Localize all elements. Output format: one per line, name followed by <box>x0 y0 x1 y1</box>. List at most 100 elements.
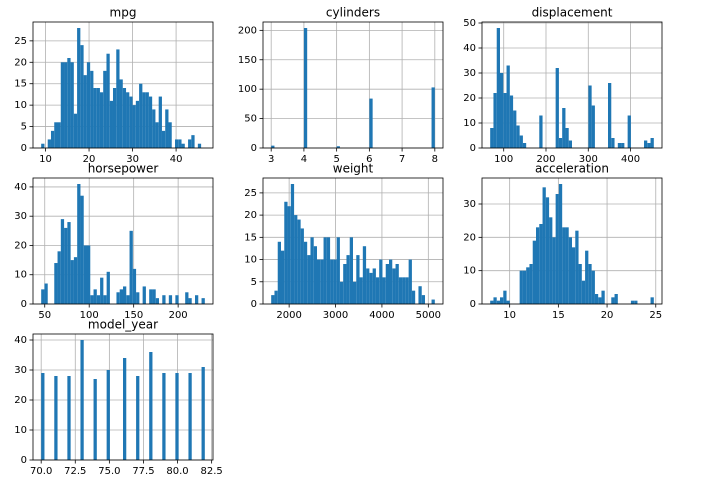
bar <box>67 222 71 304</box>
bar <box>297 219 301 304</box>
bar <box>496 300 500 304</box>
bar <box>379 259 383 304</box>
bar <box>185 292 189 304</box>
bar <box>591 105 595 148</box>
bar <box>54 263 58 304</box>
bar <box>90 295 94 304</box>
bar <box>542 187 546 304</box>
bar <box>152 289 156 304</box>
y-tick-label: 0 <box>21 299 27 310</box>
bar <box>129 96 133 148</box>
bar <box>112 88 117 148</box>
y-tick-label: 25 <box>244 188 257 199</box>
subplot-title: weight <box>333 162 374 176</box>
x-tick-label: 72.5 <box>64 466 86 477</box>
bar <box>145 92 149 148</box>
x-tick-label: 3000 <box>323 310 348 321</box>
bar <box>123 286 127 304</box>
x-tick-label: 15 <box>552 310 565 321</box>
bar <box>162 295 166 304</box>
bar <box>64 62 68 148</box>
bar <box>165 109 169 148</box>
bar <box>274 290 278 304</box>
bar <box>339 281 344 304</box>
bar <box>99 92 104 148</box>
x-tick-label: 77.5 <box>132 466 154 477</box>
bar <box>382 277 386 304</box>
bar <box>630 300 635 304</box>
bar <box>644 140 648 148</box>
bar <box>353 281 357 304</box>
bar <box>70 260 74 304</box>
axes-frame <box>481 21 663 149</box>
bar <box>549 217 553 304</box>
bar <box>44 283 48 304</box>
bar <box>175 373 179 460</box>
bar <box>54 122 58 148</box>
bar <box>188 298 192 304</box>
x-tick-label: 6 <box>366 154 372 165</box>
x-tick-label: 8 <box>432 154 438 165</box>
bar <box>320 259 324 304</box>
bar <box>598 297 602 304</box>
subplot-title: displacement <box>532 6 613 20</box>
bar <box>103 70 107 148</box>
bar <box>647 143 651 148</box>
bar <box>126 295 130 304</box>
bar <box>349 237 353 304</box>
bar <box>402 277 406 304</box>
bar <box>506 300 510 304</box>
y-tick-label: 0 <box>21 143 27 154</box>
bar <box>271 145 275 148</box>
bar <box>369 98 373 148</box>
bar <box>336 146 340 148</box>
bar <box>565 227 569 304</box>
bar <box>493 297 497 304</box>
x-tick-label: 75.0 <box>98 466 120 477</box>
x-tick-label: 50 <box>38 310 51 321</box>
bar <box>100 277 104 304</box>
bar <box>197 143 202 148</box>
bar <box>188 373 192 460</box>
subplot-title: cylinders <box>326 6 380 20</box>
y-tick-label: 200 <box>238 25 257 36</box>
bar <box>408 259 412 304</box>
bar <box>77 28 81 148</box>
bar <box>109 100 113 148</box>
bar <box>290 184 295 304</box>
x-tick-label: 400 <box>621 154 640 165</box>
bar <box>575 230 579 304</box>
x-tick-label: 300 <box>579 154 598 165</box>
x-tick-label: 25 <box>649 310 662 321</box>
bar <box>572 247 576 304</box>
bar <box>608 83 612 148</box>
bar <box>366 268 370 304</box>
bar <box>591 270 595 304</box>
bar <box>300 228 304 304</box>
axes-frame <box>32 21 214 149</box>
bar <box>330 259 334 304</box>
bar <box>536 227 540 304</box>
x-tick-label: 4 <box>301 154 307 165</box>
bar <box>418 286 422 304</box>
bar <box>431 87 435 148</box>
y-tick-label: 10 <box>14 270 27 281</box>
bar <box>601 290 605 304</box>
x-tick-label: 70.0 <box>30 466 52 477</box>
bar <box>93 379 97 460</box>
bar <box>80 195 84 304</box>
bar <box>506 65 510 148</box>
bar <box>500 73 504 148</box>
bar <box>509 95 514 148</box>
bar <box>558 138 563 148</box>
axes-frame <box>481 177 663 305</box>
y-tick-label: 10 <box>14 425 27 436</box>
y-tick-label: 5 <box>21 122 27 133</box>
x-tick-label: 20 <box>83 154 96 165</box>
bar <box>411 290 416 304</box>
bar <box>294 215 298 304</box>
y-tick-label: 30 <box>463 199 476 210</box>
bar <box>139 83 143 148</box>
y-tick-label: 0 <box>251 143 257 154</box>
bar <box>385 264 389 304</box>
